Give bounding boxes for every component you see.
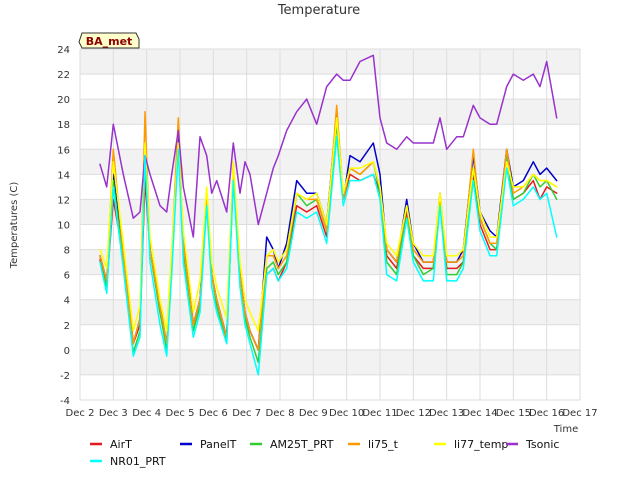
y-tick-label: 0 [64,346,70,357]
y-tick-label: 14 [57,170,70,181]
grid-band [80,99,580,125]
x-tick-label: Dec 3 [99,408,128,419]
chart-title: Temperature [277,3,360,18]
site-label-box: BA_met [78,32,140,49]
y-tick-label: 2 [64,321,70,332]
plot-area [79,48,581,401]
y-tick-label: -4 [60,396,70,407]
legend-item: AirT [90,438,132,451]
x-tick-label: Dec 2 [66,408,95,419]
legend-label: li77_temp [454,438,508,451]
grid-band [80,324,580,350]
y-tick-label: 6 [64,271,70,282]
grid-band [80,149,580,175]
site-label: BA_met [86,35,133,48]
legend-item: NR01_PRT [90,455,166,468]
y-tick-label: 20 [57,95,70,106]
legend-label: AirT [110,438,132,451]
legend-label: NR01_PRT [110,455,166,468]
y-tick-label: 12 [57,195,70,206]
x-tick-label: Dec 14 [462,408,497,419]
grid-band [80,349,580,375]
legend-label: AM25T_PRT [270,438,334,451]
legend-label: Tsonic [525,438,559,451]
x-tick-label: Dec 13 [429,408,464,419]
x-axis-ticks: Dec 2 Dec 3 Dec 4 Dec 5 Dec 6 Dec 7 Dec 8 Dec 9… [66,408,598,419]
grid-band [80,74,580,100]
x-tick-label: Dec 6 [199,408,228,419]
x-tick-label: Dec 15 [496,408,531,419]
x-tick-label: Dec 9 [299,408,328,419]
y-tick-label: 24 [57,45,70,56]
site-label-background [78,32,140,49]
legend-label: PanelT [200,438,237,451]
grid-band [80,374,580,400]
grid-band [80,274,580,300]
series-line-nr01-prt [99,136,558,376]
y-tick-label: 18 [57,120,70,131]
x-tick-label: Dec 7 [232,408,261,419]
x-tick-label: Dec 10 [329,408,364,419]
x-tick-label: Dec 8 [266,408,295,419]
y-tick-label: -2 [60,371,70,382]
x-tick-label: Dec 4 [132,408,161,419]
y-tick-label: 4 [64,296,70,307]
series-line-tsonic [99,54,558,238]
y-tick-label: 8 [64,246,70,257]
y-tick-label: 22 [57,70,70,81]
x-tick-label: Dec 12 [396,408,431,419]
legend-item: li77_temp [434,438,508,451]
series-line-li77-temp [99,117,558,332]
x-tick-label: Dec 17 [562,408,597,419]
grid-band [80,299,580,325]
x-tick-label: Dec 16 [529,408,564,419]
legend-label: li75_t [368,438,399,451]
y-tick-label: 16 [57,145,70,156]
grid-band [80,224,580,250]
x-tick-label: Dec 11 [362,408,397,419]
legend-item: PanelT [180,438,237,451]
grid-bands [80,49,580,400]
series-lines [99,54,558,376]
grid-band [80,124,580,150]
legend-item: AM25T_PRT [250,438,334,451]
x-tick-label: Dec 5 [166,408,195,419]
y-tick-label: 10 [57,221,70,232]
y-axis-label: Temperatures (C) [9,182,20,270]
legend-item: li75_t [348,438,399,451]
x-axis-label: Time [553,424,578,435]
grid-band [80,49,580,75]
legend-item: Tsonic [506,438,559,451]
legend: AirT PanelT AM25T_PRT li75_t li77_temp Tsonic… [90,438,559,468]
